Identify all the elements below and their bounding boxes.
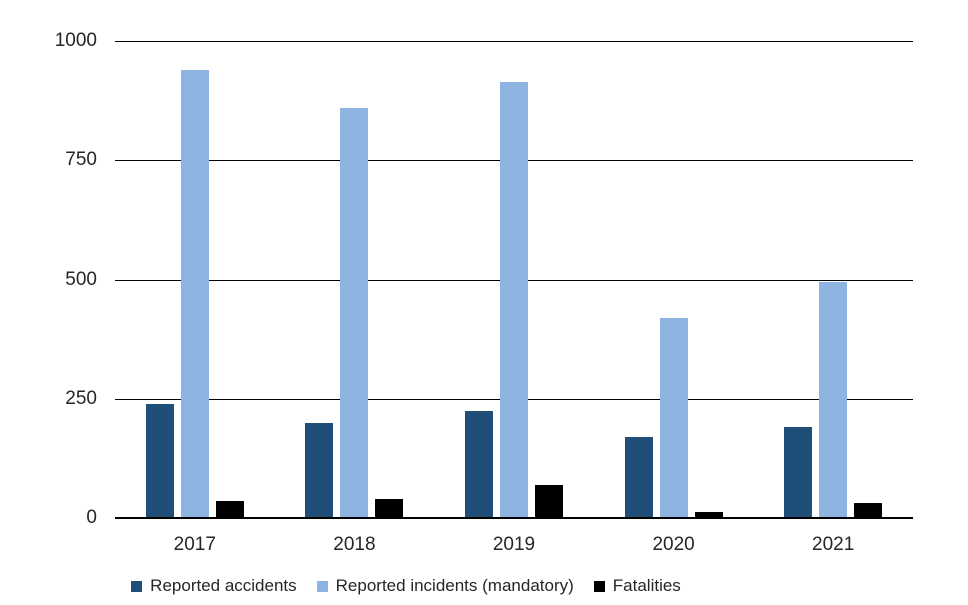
x-tick-label-2018: 2018 [333, 534, 376, 555]
legend-swatch-reported-accidents [131, 580, 143, 592]
x-axis-line [115, 517, 913, 519]
plot-area [115, 41, 913, 519]
legend-label-fatalities: Fatalities [612, 576, 681, 595]
bar-reported-incidents-mandatory-2021 [819, 281, 848, 518]
x-tick-label-2021: 2021 [812, 534, 855, 555]
gridline-1000 [115, 41, 913, 42]
x-tick-label-2020: 2020 [652, 534, 695, 555]
legend-swatch-fatalities [593, 580, 605, 592]
y-tick-label-750: 750 [65, 149, 97, 171]
x-axis: 2017 2018 2019 2020 2021 [115, 534, 913, 558]
legend-item-reported-accidents: Reported accidents [131, 576, 297, 596]
bar-reported-accidents-2018 [305, 422, 334, 518]
y-tick-label-0: 0 [86, 507, 97, 528]
bar-reported-incidents-mandatory-2018 [340, 107, 369, 518]
bar-reported-incidents-mandatory-2020 [659, 317, 688, 518]
legend-item-fatalities: Fatalities [593, 576, 681, 596]
bar-reported-accidents-2019 [464, 410, 493, 518]
bar-fatalities-2018 [375, 498, 404, 518]
bar-fatalities-2020 [694, 511, 723, 518]
bar-group-2020 [594, 41, 754, 518]
legend-label-reported-accidents: Reported accidents [150, 576, 297, 595]
x-tick-label-2019: 2019 [492, 534, 536, 555]
bar-fatalities-2017 [215, 501, 244, 518]
y-tick-label-1000: 1000 [54, 30, 97, 51]
bar-group-2019 [434, 41, 594, 518]
bar-reported-incidents-mandatory-2019 [499, 81, 528, 518]
y-axis: 0 250 500 750 1000 [0, 0, 97, 605]
legend-label-reported-incidents-mandatory: Reported incidents (mandatory) [335, 576, 574, 595]
bar-group-2017 [115, 41, 275, 518]
bar-reported-accidents-2017 [145, 403, 174, 518]
bar-group-2018 [275, 41, 435, 518]
legend-item-reported-incidents-mandatory: Reported incidents (mandatory) [316, 576, 574, 596]
bar-fatalities-2019 [534, 484, 563, 518]
x-tick-label-2017: 2017 [173, 534, 216, 555]
y-tick-label-500: 500 [65, 268, 97, 290]
bar-group-2021 [753, 41, 913, 518]
bar-reported-incidents-mandatory-2017 [180, 69, 209, 518]
y-tick-label-250: 250 [65, 387, 97, 409]
legend-swatch-reported-incidents-mandatory [316, 580, 328, 592]
bar-reported-accidents-2020 [624, 436, 653, 518]
bar-reported-accidents-2021 [784, 427, 813, 518]
bar-fatalities-2021 [854, 503, 883, 518]
legend: Reported accidents Reported incidents (ma… [0, 576, 812, 596]
